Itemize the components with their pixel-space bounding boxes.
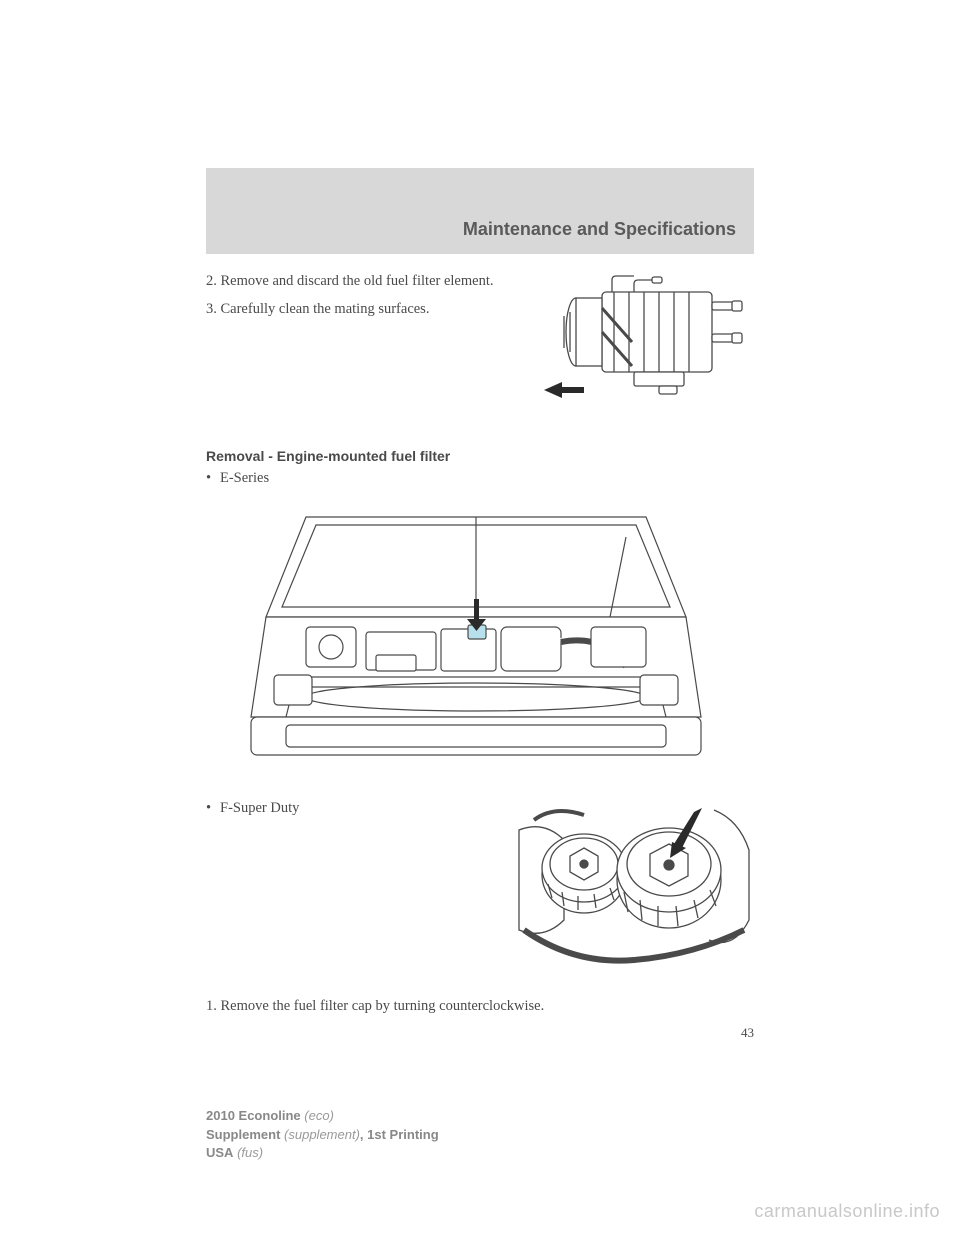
step-2: 2. Remove and discard the old fuel filte… bbox=[206, 272, 494, 292]
page-number: 43 bbox=[206, 1025, 754, 1041]
footer-info: 2010 Econoline (eco) Supplement (supplem… bbox=[206, 1107, 439, 1162]
section-title: Maintenance and Specifications bbox=[463, 219, 736, 240]
page-content: Maintenance and Specifications 2. Remove… bbox=[206, 168, 754, 1041]
step-3: 3. Carefully clean the mating surfaces. bbox=[206, 300, 494, 320]
fsuper-text: F-Super Duty bbox=[206, 800, 494, 827]
footer-line-1: 2010 Econoline (eco) bbox=[206, 1107, 439, 1125]
engine-bay-diagram bbox=[246, 507, 706, 777]
watermark: carmanualsonline.info bbox=[754, 1201, 940, 1222]
step-1-bottom: 1. Remove the fuel filter cap by turning… bbox=[206, 998, 754, 1015]
steps-text: 2. Remove and discard the old fuel filte… bbox=[206, 272, 494, 412]
section-header: Maintenance and Specifications bbox=[206, 168, 754, 254]
bullet-fsuper: F-Super Duty bbox=[206, 800, 494, 817]
filter-cap-diagram bbox=[514, 800, 754, 970]
fsuper-section: F-Super Duty bbox=[206, 800, 754, 970]
bullet-eseries: E-Series bbox=[206, 470, 754, 487]
fuel-filter-module-diagram bbox=[514, 272, 754, 412]
removal-subheading: Removal - Engine-mounted fuel filter bbox=[206, 448, 754, 464]
top-section: 2. Remove and discard the old fuel filte… bbox=[206, 272, 754, 412]
footer-line-2: Supplement (supplement), 1st Printing bbox=[206, 1126, 439, 1144]
footer-line-3: USA (fus) bbox=[206, 1144, 439, 1162]
